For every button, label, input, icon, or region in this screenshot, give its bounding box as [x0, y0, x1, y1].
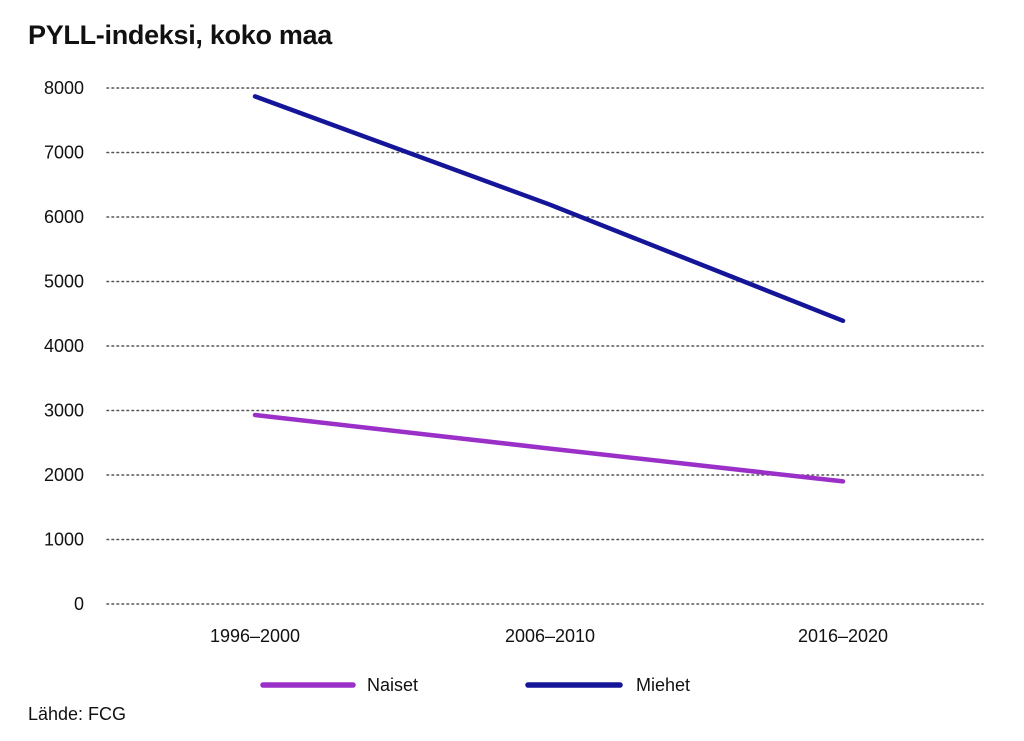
y-tick-label: 6000: [44, 207, 84, 227]
y-tick-label: 7000: [44, 143, 84, 163]
y-axis-tick-labels: 0 1000 2000 3000 4000 5000 6000 7000 8000: [44, 78, 84, 614]
x-tick-label: 1996–2000: [210, 626, 300, 646]
legend: Naiset Miehet: [260, 675, 690, 695]
legend-label: Miehet: [636, 675, 690, 695]
y-tick-label: 0: [74, 594, 84, 614]
y-tick-label: 2000: [44, 465, 84, 485]
y-tick-label: 5000: [44, 272, 84, 292]
legend-label: Naiset: [367, 675, 418, 695]
y-tick-label: 1000: [44, 530, 84, 550]
y-tick-label: 4000: [44, 336, 84, 356]
series-lines: [252, 94, 846, 484]
gridlines: [106, 87, 984, 605]
x-tick-label: 2006–2010: [505, 626, 595, 646]
series-line-miehet: [252, 94, 846, 324]
y-tick-label: 8000: [44, 78, 84, 98]
chart-title: PYLL-indeksi, koko maa: [28, 20, 332, 50]
y-tick-label: 3000: [44, 401, 84, 421]
source-note: Lähde: FCG: [28, 704, 127, 724]
x-tick-label: 2016–2020: [798, 626, 888, 646]
x-axis-tick-labels: 1996–2000 2006–2010 2016–2020: [210, 626, 888, 646]
series-line-naiset: [252, 412, 846, 484]
